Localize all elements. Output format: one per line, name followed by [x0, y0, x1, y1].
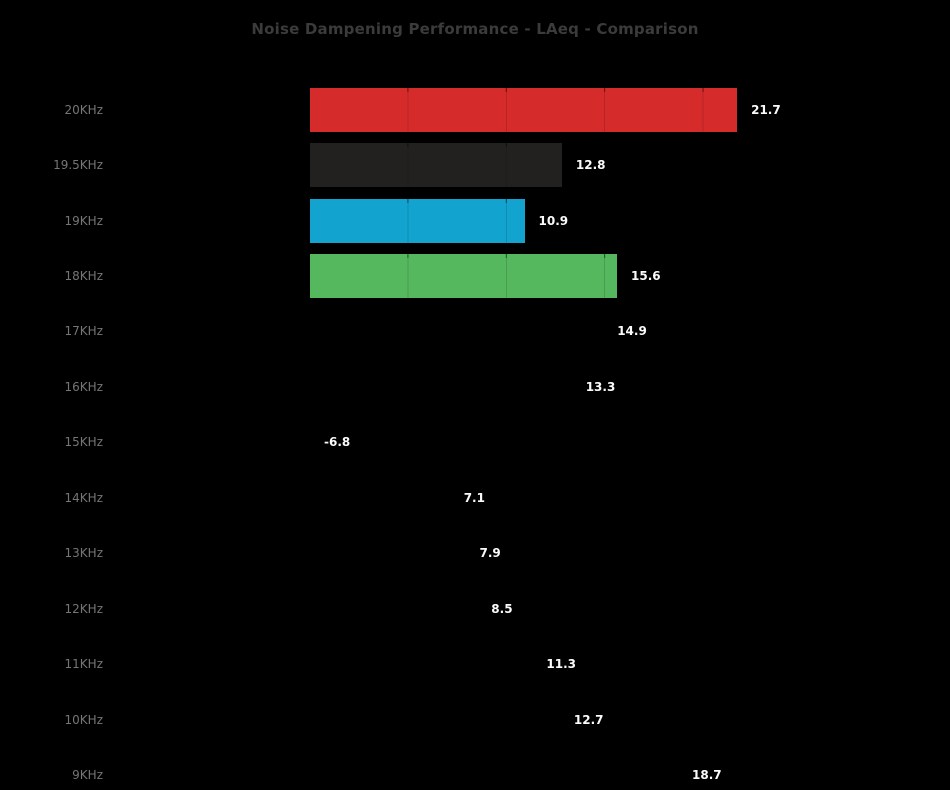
bar-track: 7.9 [310, 531, 950, 576]
chart-row: 11KHz 11.3 [0, 636, 950, 691]
value-label: 13.3 [585, 379, 616, 394]
bar [310, 697, 560, 742]
chart-row: 9KHz 18.7 [0, 747, 950, 790]
bar [310, 309, 604, 354]
chart-row: 17KHz 14.9 [0, 304, 950, 359]
chart-row: 10KHz 12.7 [0, 692, 950, 747]
bar [310, 198, 525, 243]
chart-title: Noise Dampening Performance - LAeq - Com… [251, 20, 699, 38]
chart-row: 18KHz 15.6 [0, 248, 950, 303]
category-label: 13KHz [64, 546, 103, 561]
bar [310, 143, 562, 188]
plot-area: 20KHz 21.7 19.5KHz 12.8 19KHz 10.9 18KHz 15.6 17… [0, 82, 950, 790]
bar-track: 10.9 [310, 198, 950, 243]
bar-track: 18.7 [310, 752, 950, 790]
value-label: 21.7 [751, 102, 781, 117]
bar [310, 364, 572, 409]
bar-track: 8.5 [310, 586, 950, 631]
bar-track: 12.8 [310, 143, 950, 188]
bar [310, 87, 738, 132]
bar-track: 7.1 [310, 475, 950, 520]
category-label: 11KHz [64, 657, 103, 672]
bar-track: 15.6 [310, 254, 950, 299]
value-label: 7.1 [463, 490, 485, 505]
value-label: 11.3 [546, 657, 576, 672]
chart-row: 14KHz 7.1 [0, 470, 950, 525]
bar-track: 12.7 [310, 697, 950, 742]
bar [310, 475, 450, 520]
value-label: 10.9 [538, 213, 569, 228]
bar [310, 642, 533, 687]
value-label: -6.8 [324, 435, 351, 450]
bar-track: 14.9 [310, 309, 950, 354]
bar [310, 586, 478, 631]
chart-row: 20KHz 21.7 [0, 82, 950, 137]
category-label: 14KHz [64, 490, 103, 505]
chart-row: 15KHz -6.8 [0, 415, 950, 470]
bar [310, 752, 678, 790]
value-label: 7.9 [479, 546, 501, 561]
bar-track: -6.8 [310, 420, 950, 464]
category-label: 16KHz [64, 379, 103, 394]
value-label: 12.7 [573, 712, 604, 727]
chart-row: 19KHz 10.9 [0, 193, 950, 248]
chart-row: 12KHz 8.5 [0, 581, 950, 636]
category-label: 12KHz [64, 601, 103, 616]
bar-track: 21.7 [310, 87, 950, 132]
category-label: 9KHz [72, 767, 103, 782]
value-label: 18.7 [692, 767, 722, 782]
category-label: 15KHz [64, 435, 103, 450]
category-label: 20KHz [64, 102, 103, 117]
bar [310, 531, 466, 576]
value-label: 14.9 [617, 324, 647, 339]
chart-row: 19.5KHz 12.8 [0, 137, 950, 192]
bar-track: 11.3 [310, 642, 950, 687]
category-label: 19.5KHz [53, 158, 103, 173]
bar [310, 254, 617, 299]
category-label: 10KHz [64, 712, 103, 727]
value-label: 8.5 [491, 601, 513, 616]
value-label: 15.6 [631, 269, 661, 284]
chart-row: 16KHz 13.3 [0, 359, 950, 414]
category-label: 17KHz [64, 324, 103, 339]
value-label: 12.8 [575, 158, 606, 173]
bar-track: 13.3 [310, 364, 950, 409]
category-label: 18KHz [64, 269, 103, 284]
category-label: 19KHz [64, 213, 103, 228]
chart-row: 13KHz 7.9 [0, 526, 950, 581]
